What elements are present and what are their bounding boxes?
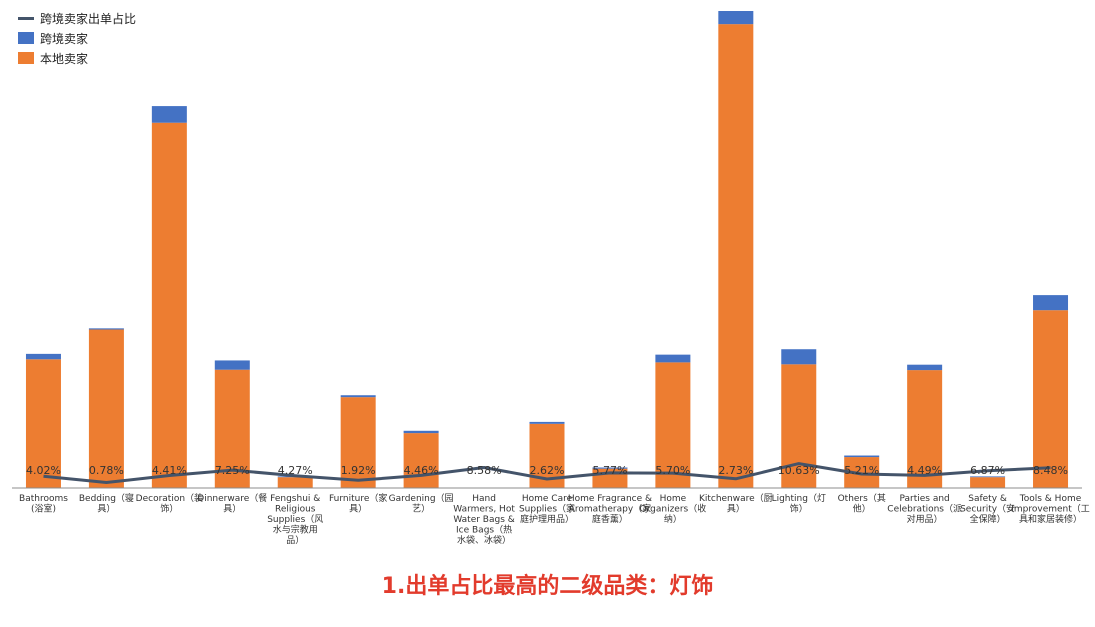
bar-crossborder [655, 354, 691, 363]
bar-crossborder [592, 467, 628, 469]
x-tick-label: Decoration（装饰） [136, 492, 203, 515]
ratio-data-label: 4.46% [404, 464, 439, 477]
ratio-data-label: 4.49% [907, 464, 942, 477]
bar-local [655, 362, 691, 488]
bar-local [88, 329, 124, 488]
bar-local [25, 359, 61, 488]
x-tick-label: Others（其他） [838, 493, 886, 515]
x-tick-label: Home Organizers（收纳） [640, 494, 707, 525]
bar-crossborder [529, 421, 565, 424]
legend-item-ratio: 跨境卖家出单占比 [18, 8, 136, 28]
bar-crossborder [403, 430, 439, 434]
ratio-data-label: 0.78% [89, 464, 124, 477]
ratio-line [43, 462, 1051, 484]
x-tick-label: Tools & Home Improvement（工具和家居装修） [1011, 494, 1090, 525]
bar-local [277, 477, 313, 488]
ratio-data-label: 5.70% [655, 464, 690, 477]
bar-local [151, 122, 187, 489]
legend-label: 跨境卖家 [40, 31, 89, 46]
x-tick-label: Safety & Security（安全保障） [960, 494, 1015, 525]
ratio-data-label: 4.02% [26, 464, 61, 477]
bar-local [403, 433, 439, 488]
ratio-data-label: 5.77% [592, 464, 627, 477]
ratio-data-label: 1.92% [341, 464, 376, 477]
x-tick-label: Parties and Celebrations（派对用品） [887, 494, 962, 525]
ratio-data-label: 4.27% [278, 464, 313, 477]
bar-crossborder [718, 11, 754, 25]
x-tick-label: Furniture（家具） [329, 492, 387, 515]
x-tick-label: Bedding（寝具） [79, 492, 134, 515]
legend-item-local: 本地卖家 [18, 48, 136, 68]
legend-label: 本地卖家 [40, 51, 89, 66]
x-tick-label: Home Fragrance & Aromatherapy（家庭香薰） [568, 494, 652, 525]
legend-label: 跨境卖家出单占比 [40, 11, 137, 26]
bar-local [907, 370, 943, 488]
ratio-data-label: 10.63% [778, 464, 820, 477]
legend-box-swatch [18, 52, 34, 64]
bar-crossborder [970, 476, 1006, 478]
x-tick-label: Hand Warmers, Hot Water Bags & Ice Bags（热水袋… [453, 494, 515, 546]
bar-crossborder [781, 349, 817, 365]
ratio-data-label: 4.41% [152, 464, 187, 477]
legend-box-swatch [18, 32, 34, 44]
ratio-data-label: 5.21% [844, 464, 879, 477]
bar-crossborder [25, 353, 61, 360]
ratio-data-label: 7.25% [215, 464, 250, 477]
x-tick-label: Bathrooms (浴室) [19, 494, 68, 515]
bar-local [970, 477, 1006, 488]
bar-crossborder [340, 395, 376, 398]
legend: 跨境卖家出单占比 跨境卖家 本地卖家 [18, 8, 136, 68]
bar-crossborder [907, 364, 943, 371]
bar-crossborder [1033, 295, 1069, 311]
bar-local [340, 397, 376, 488]
x-tick-label: Kitchenware（厨具） [699, 493, 773, 515]
x-tick-label: Fengshui & Religious Supplies（风水与宗教用品） [267, 494, 323, 546]
bar-crossborder [88, 328, 124, 330]
bar-crossborder [151, 106, 187, 123]
legend-line-swatch [18, 16, 34, 20]
ratio-data-label: 8.48% [1033, 464, 1068, 477]
bar-local [718, 24, 754, 488]
chart-plot: 4.02% 0.78% 4.41% 7.25% 4.27% 1.92% 4.46% 8.58%… [12, 11, 1090, 546]
x-tick-label: Lighting（灯饰） [772, 493, 826, 515]
ratio-data-label: 8.58% [467, 464, 502, 477]
chart-caption: 1.出单占比最高的二级品类：灯饰 [381, 574, 714, 599]
bar-crossborder [214, 360, 250, 370]
x-tick-label: Home Care Supplies（家庭护理用品） [519, 494, 575, 525]
bar-local [214, 369, 250, 488]
x-tick-label: Gardening（园艺） [389, 493, 454, 515]
x-tick-label: Dinnerware（餐具） [197, 492, 267, 515]
bar-crossborder [844, 455, 880, 458]
bar-local [1033, 310, 1069, 488]
ratio-data-label: 2.73% [718, 464, 753, 477]
ratio-data-label: 2.62% [530, 464, 565, 477]
ratio-data-label: 6.87% [970, 464, 1005, 477]
legend-item-crossborder: 跨境卖家 [18, 28, 136, 48]
